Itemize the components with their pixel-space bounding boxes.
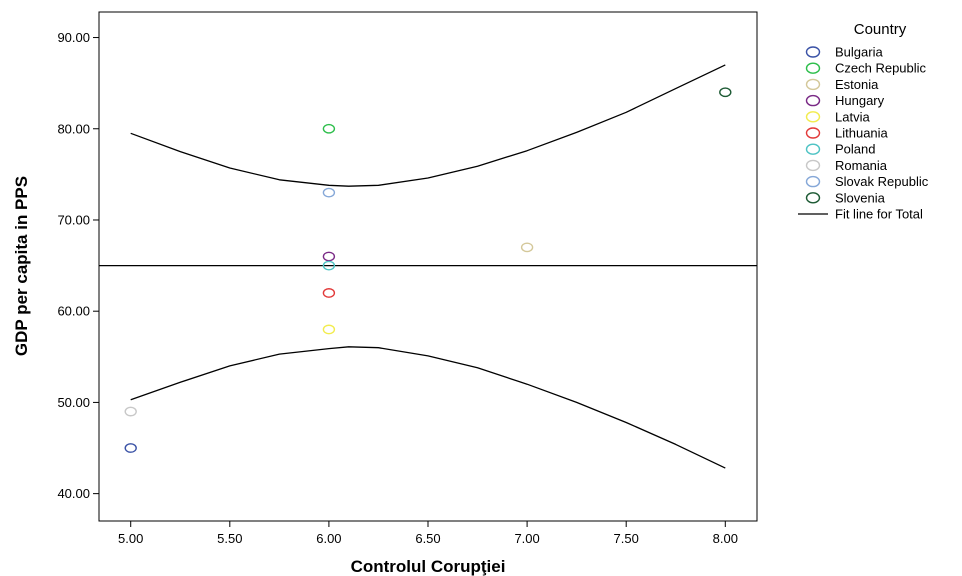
x-tick-label: 6.00: [316, 531, 341, 546]
x-tick-label: 5.00: [118, 531, 143, 546]
confidence-band-upper: [130, 64, 726, 187]
y-tick-label: 40.00: [57, 486, 90, 501]
data-point: [322, 123, 336, 134]
legend-label: Czech Republic: [835, 61, 927, 76]
legend-title: Country: [854, 21, 907, 38]
legend-marker: [805, 78, 821, 91]
plot-frame: [98, 11, 758, 522]
data-point: [322, 288, 336, 298]
legend-label: Poland: [835, 142, 875, 157]
legend-label: Estonia: [835, 77, 879, 92]
data-point: [322, 251, 336, 262]
legend-marker: [805, 175, 821, 188]
legend-marker: [805, 127, 821, 139]
legend-label: Bulgaria: [835, 45, 883, 60]
y-tick-label: 80.00: [57, 121, 90, 136]
y-tick-label: 60.00: [57, 304, 90, 319]
legend-marker: [805, 159, 821, 172]
x-tick-label: 5.50: [217, 531, 242, 546]
legend-marker: [805, 46, 821, 58]
legend-marker: [805, 111, 821, 123]
x-tick-label: 6.50: [415, 531, 440, 546]
y-axis-title: GDP per capita in PPS: [12, 176, 31, 356]
legend-label: Hungary: [835, 93, 885, 108]
legend-marker: [805, 62, 821, 74]
y-axis: 40.00 50.00 60.00 70.00 80.00 90.00: [57, 30, 99, 501]
plot-area: [99, 64, 757, 469]
x-axis-title: Controlul Corupţiei: [351, 557, 506, 576]
legend-label: Fit line for Total: [835, 207, 923, 222]
data-point: [520, 242, 534, 253]
data-point: [719, 87, 732, 98]
data-point: [124, 406, 137, 417]
legend-label: Slovenia: [835, 190, 886, 205]
data-point: [322, 187, 336, 198]
data-point: [124, 443, 137, 453]
confidence-band-lower: [130, 346, 726, 469]
x-tick-label: 8.00: [713, 531, 738, 546]
y-tick-label: 90.00: [57, 30, 90, 45]
y-tick-label: 50.00: [57, 395, 90, 410]
legend-marker: [805, 94, 821, 107]
legend-label: Lithuania: [835, 126, 889, 141]
legend-label: Latvia: [835, 109, 870, 124]
data-point: [322, 260, 336, 271]
legend-label: Romania: [835, 158, 888, 173]
x-axis: 5.00 5.50 6.00 6.50 7.00 7.50 8.00: [118, 521, 738, 546]
x-tick-label: 7.50: [614, 531, 639, 546]
legend-marker: [805, 192, 821, 204]
legend-label: Slovak Republic: [835, 174, 929, 189]
data-point: [322, 324, 336, 335]
y-tick-label: 70.00: [57, 212, 90, 227]
legend-marker: [805, 143, 821, 155]
x-tick-label: 7.00: [514, 531, 539, 546]
